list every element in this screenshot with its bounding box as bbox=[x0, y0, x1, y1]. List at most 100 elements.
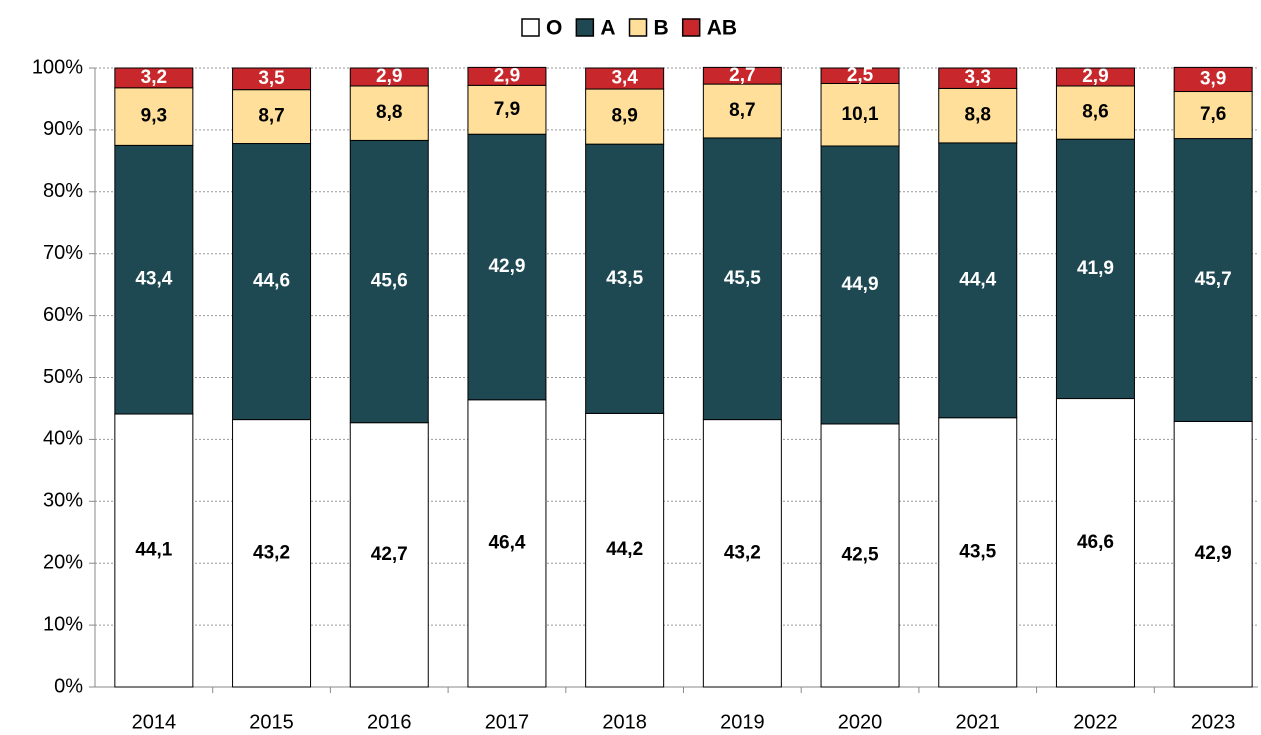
data-label: 44,1 bbox=[135, 540, 172, 561]
y-tick-label: 70% bbox=[43, 242, 83, 264]
data-label: 43,5 bbox=[959, 541, 996, 562]
data-label: 42,9 bbox=[1195, 543, 1232, 564]
bar-segment bbox=[349, 67, 429, 87]
x-tick-label: 2019 bbox=[720, 711, 765, 733]
data-label: 2,7 bbox=[729, 65, 755, 86]
data-label: 42,5 bbox=[842, 544, 879, 565]
x-tick-label: 2018 bbox=[602, 711, 647, 733]
y-tick-label: 80% bbox=[43, 180, 83, 202]
bar-segment bbox=[467, 133, 547, 401]
data-label: 8,9 bbox=[611, 106, 637, 127]
bar-segment bbox=[1055, 67, 1135, 87]
bar-segment bbox=[938, 67, 1018, 89]
bar-segment bbox=[114, 67, 194, 89]
data-label: 43,4 bbox=[135, 269, 172, 290]
bar-segment bbox=[114, 144, 194, 415]
data-label: 42,9 bbox=[488, 256, 525, 277]
bar-segment bbox=[702, 66, 782, 85]
legend-swatch bbox=[681, 18, 701, 37]
x-tick-label: 2020 bbox=[838, 711, 883, 733]
bar-segment bbox=[232, 67, 312, 91]
legend-label: B bbox=[654, 17, 669, 40]
y-tick-label: 60% bbox=[43, 304, 83, 326]
bar-segment bbox=[467, 399, 547, 688]
bar-segment bbox=[232, 143, 312, 421]
data-label: 41,9 bbox=[1077, 258, 1114, 279]
x-tick-label: 2017 bbox=[485, 711, 530, 733]
bar-segment bbox=[938, 417, 1018, 688]
data-label: 10,1 bbox=[842, 104, 879, 125]
y-tick-label: 20% bbox=[43, 551, 83, 573]
y-tick-label: 90% bbox=[43, 118, 83, 140]
y-tick-label: 40% bbox=[43, 428, 83, 450]
data-label: 8,8 bbox=[965, 105, 991, 126]
bar-segment bbox=[1055, 398, 1135, 688]
bar-segment bbox=[702, 137, 782, 421]
bar-segment bbox=[1173, 66, 1253, 93]
data-label: 44,6 bbox=[253, 271, 290, 292]
data-label: 45,6 bbox=[371, 271, 408, 292]
legend-swatch bbox=[521, 18, 540, 37]
data-label: 3,4 bbox=[611, 68, 638, 89]
x-tick-label: 2015 bbox=[249, 711, 294, 733]
legend-swatch bbox=[628, 18, 648, 37]
x-tick-label: 2022 bbox=[1073, 711, 1118, 733]
data-label: 3,2 bbox=[141, 67, 167, 88]
bar-segment bbox=[820, 67, 900, 84]
data-label: 44,9 bbox=[842, 274, 879, 295]
y-tick-label: 0% bbox=[54, 675, 83, 697]
data-label: 8,6 bbox=[1082, 102, 1108, 123]
data-label: 45,5 bbox=[724, 268, 761, 289]
bar-segment bbox=[585, 143, 665, 414]
data-label: 8,7 bbox=[729, 100, 755, 121]
y-tick-label: 100% bbox=[32, 56, 83, 78]
bar-segment bbox=[1055, 85, 1135, 140]
data-label: 43,2 bbox=[724, 542, 761, 563]
bar-segment bbox=[1173, 138, 1253, 422]
bar-segment bbox=[702, 83, 782, 139]
data-label: 2,5 bbox=[847, 65, 874, 86]
bar-segment bbox=[232, 89, 312, 145]
bar-segment bbox=[114, 413, 194, 688]
bar-segment bbox=[1173, 420, 1253, 688]
data-label: 8,7 bbox=[258, 106, 284, 127]
legend-swatch bbox=[575, 18, 595, 37]
y-tick-label: 30% bbox=[43, 490, 83, 512]
x-tick-label: 2023 bbox=[1191, 711, 1236, 733]
data-label: 42,7 bbox=[371, 544, 408, 565]
data-label: 43,5 bbox=[606, 268, 643, 289]
bar-segment bbox=[938, 142, 1018, 419]
bar-segment bbox=[938, 87, 1018, 144]
x-tick-label: 2021 bbox=[956, 711, 1001, 733]
legend-label: A bbox=[600, 17, 615, 40]
data-label: 44,4 bbox=[959, 269, 996, 290]
legend-label: O bbox=[546, 17, 562, 40]
data-label: 2,9 bbox=[1082, 66, 1108, 87]
bar-segment bbox=[585, 67, 665, 90]
data-label: 7,9 bbox=[494, 99, 520, 120]
data-label: 43,2 bbox=[253, 542, 290, 563]
bar-segment bbox=[702, 419, 782, 688]
bar-segment bbox=[349, 422, 429, 688]
data-label: 2,9 bbox=[376, 66, 402, 87]
bar-segment bbox=[585, 412, 665, 688]
bar-segment bbox=[820, 423, 900, 688]
y-tick-label: 50% bbox=[43, 366, 83, 388]
legend-label: AB bbox=[707, 17, 737, 40]
bar-segment bbox=[349, 85, 429, 141]
bar-segment bbox=[349, 139, 429, 424]
data-label: 3,9 bbox=[1200, 68, 1226, 89]
data-label: 45,7 bbox=[1195, 269, 1232, 290]
data-label: 46,6 bbox=[1077, 532, 1114, 553]
data-label: 44,2 bbox=[606, 539, 643, 560]
bar-segment bbox=[1055, 138, 1135, 400]
bar-segment bbox=[467, 66, 547, 86]
data-label: 2,9 bbox=[494, 65, 520, 86]
x-tick-label: 2016 bbox=[367, 711, 412, 733]
y-tick-label: 10% bbox=[43, 613, 83, 635]
data-label: 9,3 bbox=[141, 106, 167, 127]
data-label: 8,8 bbox=[376, 102, 402, 123]
data-label: 3,3 bbox=[965, 67, 991, 88]
x-tick-label: 2014 bbox=[132, 711, 177, 733]
